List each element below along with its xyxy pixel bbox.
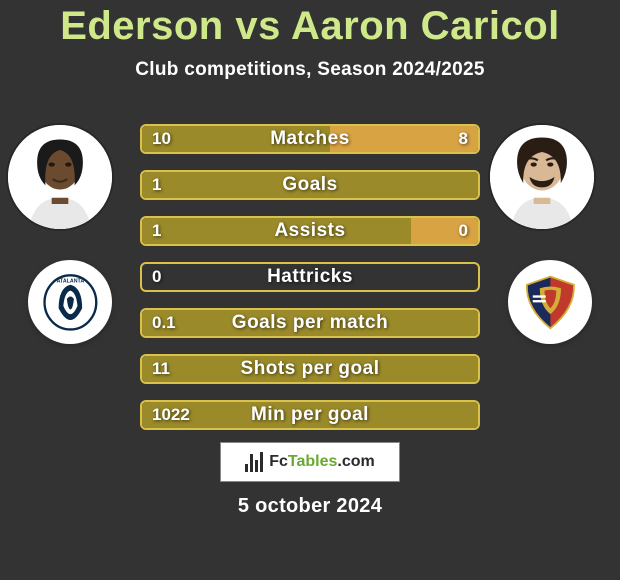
stat-bars: 108Matches 1Goals 10Assists 0Hattricks 0.1Go…: [140, 124, 480, 446]
club-crest-icon: [521, 273, 580, 332]
club-badge-left: ATALANTA: [28, 260, 112, 344]
svg-text:ATALANTA: ATALANTA: [56, 278, 84, 284]
player-left-name: Ederson: [60, 4, 224, 48]
stat-label: Shots per goal: [142, 358, 478, 380]
stat-row: 10Assists: [140, 216, 480, 246]
player-avatar-right: [490, 125, 594, 229]
vs-text: vs: [235, 4, 281, 48]
player-right-name: Aaron Caricol: [291, 4, 560, 48]
watermark-text-2: Tables: [288, 453, 338, 470]
stat-row: 0.1Goals per match: [140, 308, 480, 338]
stat-row: 0Hattricks: [140, 262, 480, 292]
watermark-text-1: Fc: [269, 453, 288, 470]
subtitle: Club competitions, Season 2024/2025: [0, 59, 620, 81]
stat-row: 1Goals: [140, 170, 480, 200]
bar-chart-icon: [245, 452, 265, 472]
stat-row: 11Shots per goal: [140, 354, 480, 384]
stat-label: Assists: [142, 220, 478, 242]
stat-label: Goals per match: [142, 312, 478, 334]
club-badge-right: [508, 260, 592, 344]
player-avatar-left: [8, 125, 112, 229]
stat-label: Hattricks: [142, 266, 478, 288]
stat-row: 108Matches: [140, 124, 480, 154]
stat-label: Matches: [142, 128, 478, 150]
stat-label: Min per goal: [142, 404, 478, 426]
stat-label: Goals: [142, 174, 478, 196]
watermark: FcTables.com: [220, 442, 400, 482]
watermark-text-3: .com: [337, 453, 374, 470]
page-title: Ederson vs Aaron Caricol: [0, 0, 620, 49]
comparison-card: Ederson vs Aaron Caricol Club competitio…: [0, 0, 620, 580]
date-text: 5 october 2024: [0, 495, 620, 518]
club-crest-icon: ATALANTA: [41, 273, 100, 332]
stat-row: 1022Min per goal: [140, 400, 480, 430]
person-icon: [8, 125, 112, 229]
person-icon: [490, 125, 594, 229]
